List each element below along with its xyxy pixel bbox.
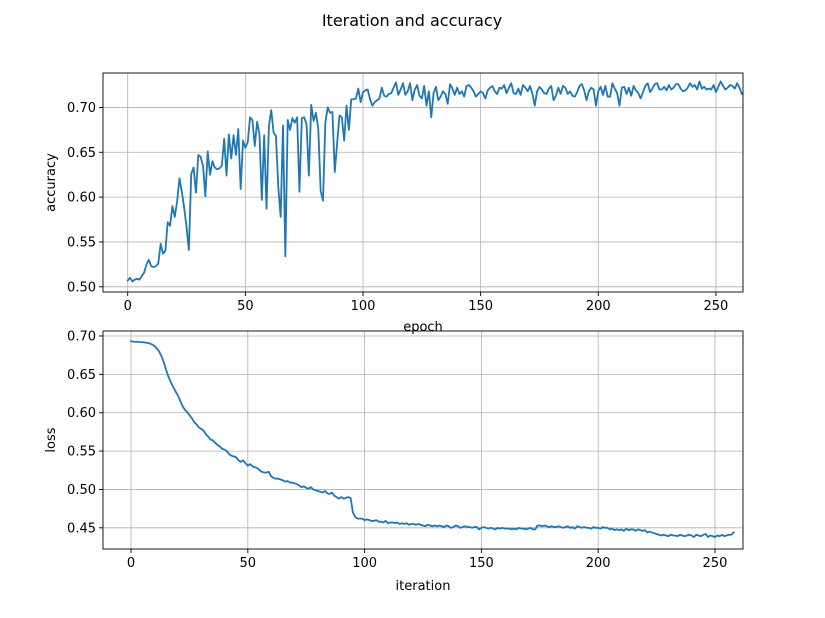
loss-xtick-label: 100 (352, 556, 377, 571)
loss-xtick-label: 0 (127, 556, 135, 571)
loss-ytick-label: 0.70 (67, 329, 96, 344)
loss-ytick-label: 0.65 (67, 368, 96, 383)
accuracy-ytick-label: 0.50 (67, 280, 96, 295)
accuracy-xaxis-label: epoch (403, 320, 443, 335)
loss-axes-frame (102, 330, 744, 550)
accuracy-xtick-label: 100 (351, 299, 376, 314)
accuracy-xtick-label: 200 (586, 299, 611, 314)
figure-title: Iteration and accuracy (322, 11, 502, 30)
loss-ytick-label: 0.50 (67, 483, 96, 498)
loss-yaxis-label: loss (44, 427, 59, 452)
accuracy-series-line (126, 80, 743, 283)
accuracy-yaxis-label: accuracy (44, 153, 59, 212)
loss-series-line (130, 340, 735, 538)
accuracy-xtick-label: 50 (237, 299, 254, 314)
accuracy-xtick-label: 150 (468, 299, 493, 314)
accuracy-ytick-label: 0.60 (67, 191, 96, 206)
accuracy-ytick-label: 0.55 (67, 235, 96, 250)
accuracy-subplot: 0 50 100 150 200 250 0.50 0.55 0.60 0.65 0.70 epoch… (44, 72, 744, 335)
loss-xtick-label: 250 (703, 556, 728, 571)
accuracy-ytick-label: 0.70 (67, 101, 96, 116)
accuracy-xtick-label: 250 (704, 299, 729, 314)
accuracy-xtick-label: 0 (124, 299, 132, 314)
loss-ytick-label: 0.55 (67, 445, 96, 460)
accuracy-axes-frame (102, 72, 744, 293)
loss-xtick-label: 50 (240, 556, 257, 571)
loss-ytick-label: 0.60 (67, 406, 96, 421)
loss-xaxis-label: iteration (396, 579, 451, 594)
loss-xtick-label: 200 (586, 556, 611, 571)
loss-ytick-label: 0.45 (67, 521, 96, 536)
loss-xtick-label: 150 (469, 556, 494, 571)
accuracy-ytick-label: 0.65 (67, 146, 96, 161)
loss-subplot: 0 50 100 150 200 250 0.45 0.50 0.55 0.60 0.65 0.70 i… (44, 329, 744, 594)
